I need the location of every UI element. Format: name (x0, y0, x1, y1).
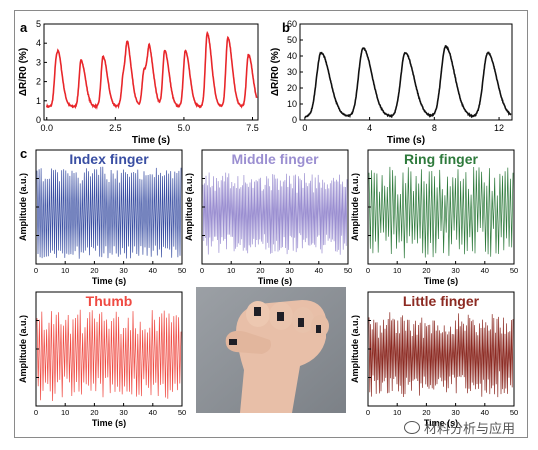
ring-series-line (368, 166, 514, 259)
index-xtick-label: 20 (90, 266, 98, 275)
ring-xtick-label: 10 (393, 266, 401, 275)
a-xtick-label: 2.5 (109, 123, 122, 133)
watermark: 材料分析与应用 (404, 418, 515, 437)
b-series-line (304, 44, 512, 119)
b-xtick-label: 8 (432, 123, 437, 133)
b-ytick-label: 0 (292, 115, 297, 125)
thumb-xtick-label: 20 (90, 408, 98, 417)
little-xtick-label: 20 (422, 408, 430, 417)
ring-xtick-label: 30 (451, 266, 459, 275)
middle-xtick-label: 40 (315, 266, 323, 275)
middle-xtick-label: 20 (256, 266, 264, 275)
b-ytick-label: 30 (287, 67, 297, 77)
b-ytick-label: 20 (287, 83, 297, 93)
middle-xtick-label: 50 (344, 266, 352, 275)
b-ytick-label: 50 (287, 35, 297, 45)
ring-xtick-label: 40 (481, 266, 489, 275)
index-xtick-label: 50 (178, 266, 186, 275)
little-xtick-label: 0 (366, 408, 370, 417)
b-ylabel: ΔR/R0 (%) (270, 48, 281, 96)
a-xtick-label: 7.5 (246, 123, 259, 133)
thumb-xtick-label: 50 (178, 408, 186, 417)
thumb-series-line (36, 309, 182, 402)
sensor-thumb (229, 339, 237, 345)
thumb-xtick-label: 30 (119, 408, 127, 417)
index-xtick-label: 30 (119, 266, 127, 275)
middle-series-line (202, 172, 348, 255)
a-ytick-label: 0 (36, 115, 41, 125)
middle-xlabel: Time (s) (258, 276, 292, 286)
little-xtick-label: 10 (393, 408, 401, 417)
a-xtick-label: 5.0 (178, 123, 191, 133)
wechat-icon (404, 421, 420, 434)
thumb-xtick-label: 0 (34, 408, 38, 417)
little-ylabel: Amplitude (a.u.) (350, 315, 360, 383)
index-chart-title: Index finger (69, 151, 149, 167)
thumb-ylabel: Amplitude (a.u.) (18, 315, 28, 383)
b-xtick-label: 12 (494, 123, 504, 133)
middle-xtick-label: 30 (285, 266, 293, 275)
a-ytick-label: 4 (36, 38, 41, 48)
thumb-chart-title: Thumb (86, 293, 133, 309)
middle-ylabel: Amplitude (a.u.) (184, 173, 194, 241)
ring-xtick-label: 50 (510, 266, 518, 275)
little-xlabel: Time (s) (424, 418, 458, 428)
a-axes-frame (43, 23, 259, 121)
little-xtick-label: 30 (451, 408, 459, 417)
b-ytick-label: 60 (287, 19, 297, 29)
a-ytick-label: 5 (36, 19, 41, 29)
thumb-xtick-label: 10 (61, 408, 69, 417)
little-series-line (368, 312, 514, 398)
a-ytick-label: 1 (36, 96, 41, 106)
a-xlabel: Time (s) (132, 135, 170, 146)
panel-letter-a: a (20, 20, 28, 35)
ring-ylabel: Amplitude (a.u.) (350, 173, 360, 241)
hand-photo (196, 287, 346, 413)
b-xlabel: Time (s) (387, 135, 425, 146)
sensor-middle (277, 312, 284, 321)
little-xtick-label: 40 (481, 408, 489, 417)
panel-letter-c: c (20, 146, 27, 161)
thumb-xlabel: Time (s) (92, 418, 126, 428)
index-xtick-label: 10 (61, 266, 69, 275)
sensor-index (254, 307, 261, 316)
b-xtick-label: 4 (367, 123, 372, 133)
sensor-ring (298, 318, 304, 327)
index-xtick-label: 0 (34, 266, 38, 275)
thumb-shape (225, 330, 271, 354)
ring-xtick-label: 0 (366, 266, 370, 275)
a-xtick-label: 0.0 (40, 123, 53, 133)
index-xlabel: Time (s) (92, 276, 126, 286)
index-ylabel: Amplitude (a.u.) (18, 173, 28, 241)
panel-letter-b: b (282, 20, 290, 35)
index-xtick-label: 40 (149, 266, 157, 275)
index-series-line (36, 166, 182, 259)
b-ytick-label: 40 (287, 51, 297, 61)
ring-chart-title: Ring finger (404, 151, 478, 167)
b-ytick-label: 10 (287, 99, 297, 109)
a-ylabel: ΔR/R0 (%) (18, 48, 29, 96)
middle-xtick-label: 0 (200, 266, 204, 275)
a-series-line (45, 30, 258, 111)
ring-xtick-label: 20 (422, 266, 430, 275)
middle-chart-title: Middle finger (231, 151, 319, 167)
a-ytick-label: 3 (36, 57, 41, 67)
b-xtick-label: 0 (302, 123, 307, 133)
b-axes-frame (299, 23, 513, 121)
watermark-text: 材料分析与应用 (424, 422, 516, 437)
little-xtick-label: 50 (510, 408, 518, 417)
middle-xtick-label: 10 (227, 266, 235, 275)
thumb-xtick-label: 40 (149, 408, 157, 417)
sensor-little (316, 325, 321, 333)
a-ytick-label: 2 (36, 77, 41, 87)
little-chart-title: Little finger (403, 293, 480, 309)
ring-xlabel: Time (s) (424, 276, 458, 286)
